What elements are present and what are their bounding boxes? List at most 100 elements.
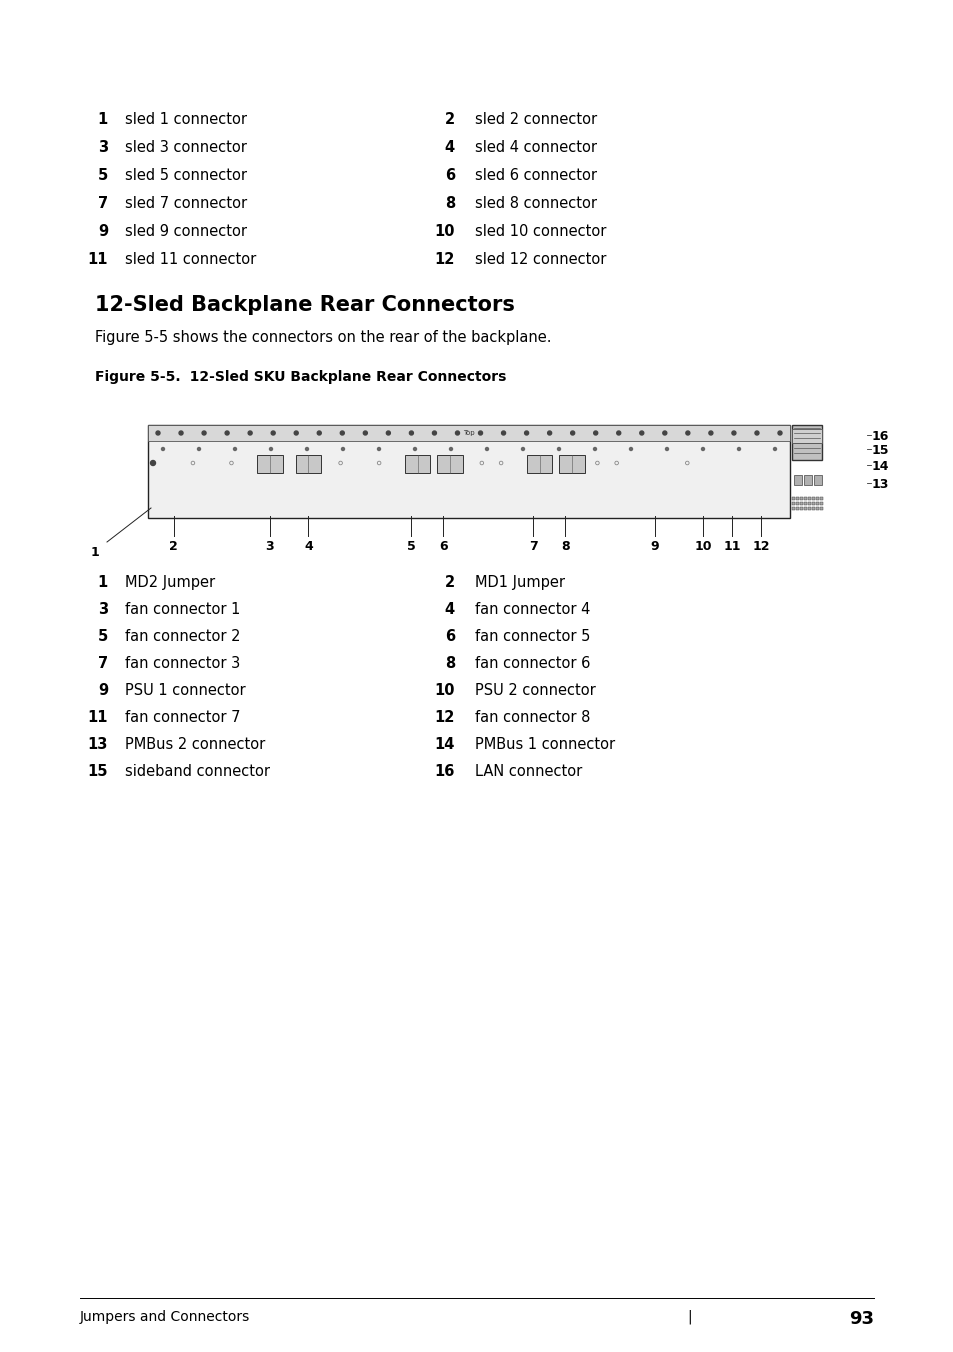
Text: 9: 9 (650, 539, 659, 553)
Text: sled 10 connector: sled 10 connector (475, 224, 606, 239)
Circle shape (616, 431, 620, 435)
Text: 15: 15 (88, 764, 108, 779)
Text: sled 5 connector: sled 5 connector (125, 168, 247, 183)
Text: 12-Sled Backplane Rear Connectors: 12-Sled Backplane Rear Connectors (95, 295, 515, 315)
Text: 12-Sled SKU Backplane Rear Connectors: 12-Sled SKU Backplane Rear Connectors (174, 370, 506, 384)
Text: 3: 3 (265, 539, 274, 553)
Text: 4: 4 (444, 602, 455, 617)
Circle shape (685, 431, 689, 435)
Circle shape (317, 431, 321, 435)
Text: 6: 6 (444, 168, 455, 183)
Bar (811, 502, 814, 506)
Text: sled 3 connector: sled 3 connector (125, 141, 247, 155)
Text: 10: 10 (434, 683, 455, 698)
Circle shape (386, 431, 390, 435)
Text: 13: 13 (88, 737, 108, 752)
Circle shape (665, 448, 668, 450)
Text: 5: 5 (97, 168, 108, 183)
Bar (795, 498, 799, 500)
Bar (436, 456, 462, 473)
Text: 8: 8 (560, 539, 569, 553)
Text: 2: 2 (444, 575, 455, 589)
Text: 3: 3 (98, 602, 108, 617)
Bar (795, 502, 799, 506)
Text: 6: 6 (444, 629, 455, 644)
Circle shape (363, 431, 367, 435)
Circle shape (570, 431, 574, 435)
Bar (815, 502, 818, 506)
Circle shape (340, 431, 344, 435)
Text: fan connector 3: fan connector 3 (125, 656, 240, 671)
Bar (800, 498, 802, 500)
Text: 1: 1 (91, 546, 99, 558)
Bar (811, 498, 814, 500)
Bar (807, 507, 810, 510)
Text: PSU 1 connector: PSU 1 connector (125, 683, 245, 698)
Circle shape (557, 448, 560, 450)
Circle shape (662, 431, 666, 435)
Text: 5: 5 (97, 629, 108, 644)
Bar (811, 507, 814, 510)
Text: PMBus 2 connector: PMBus 2 connector (125, 737, 265, 752)
Bar (795, 507, 799, 510)
Bar (803, 498, 806, 500)
Circle shape (156, 431, 160, 435)
Circle shape (197, 448, 200, 450)
Text: 15: 15 (871, 443, 888, 457)
Text: sled 7 connector: sled 7 connector (125, 196, 247, 211)
Bar (800, 507, 802, 510)
Circle shape (269, 448, 273, 450)
Circle shape (271, 431, 274, 435)
Circle shape (778, 431, 781, 435)
Circle shape (501, 431, 505, 435)
Text: 10: 10 (694, 539, 711, 553)
Bar (820, 498, 822, 500)
Text: fan connector 1: fan connector 1 (125, 602, 240, 617)
Bar (791, 498, 794, 500)
Text: 9: 9 (98, 224, 108, 239)
Text: fan connector 4: fan connector 4 (475, 602, 590, 617)
Text: 3: 3 (98, 141, 108, 155)
Circle shape (377, 448, 380, 450)
Circle shape (524, 431, 528, 435)
Circle shape (151, 461, 155, 465)
Text: 16: 16 (435, 764, 455, 779)
Text: fan connector 8: fan connector 8 (475, 710, 590, 725)
Circle shape (449, 448, 452, 450)
Text: 11: 11 (88, 710, 108, 725)
Circle shape (731, 431, 735, 435)
Circle shape (341, 448, 344, 450)
Bar (257, 456, 282, 473)
Text: 2: 2 (444, 112, 455, 127)
Text: Jumpers and Connectors: Jumpers and Connectors (80, 1310, 250, 1324)
Text: 6: 6 (438, 539, 447, 553)
Circle shape (455, 431, 459, 435)
Text: sled 9 connector: sled 9 connector (125, 224, 247, 239)
Circle shape (547, 431, 551, 435)
Bar (813, 475, 821, 485)
Circle shape (161, 448, 164, 450)
Circle shape (708, 431, 712, 435)
Bar (820, 502, 822, 506)
Bar (791, 502, 794, 506)
Text: 93: 93 (848, 1310, 873, 1328)
Circle shape (179, 431, 183, 435)
Text: 7: 7 (528, 539, 537, 553)
Text: 11: 11 (722, 539, 740, 553)
Circle shape (593, 448, 596, 450)
Text: fan connector 2: fan connector 2 (125, 629, 240, 644)
Text: 1: 1 (97, 112, 108, 127)
Circle shape (773, 448, 776, 450)
Circle shape (754, 431, 759, 435)
Circle shape (409, 431, 413, 435)
Text: Top: Top (463, 430, 475, 435)
Circle shape (639, 431, 643, 435)
Text: Figure 5-5.: Figure 5-5. (95, 370, 180, 384)
Circle shape (700, 448, 703, 450)
Text: sled 11 connector: sled 11 connector (125, 251, 256, 266)
Bar (807, 502, 810, 506)
Circle shape (202, 431, 206, 435)
Text: fan connector 5: fan connector 5 (475, 629, 590, 644)
Text: sideband connector: sideband connector (125, 764, 270, 779)
Bar (791, 507, 794, 510)
